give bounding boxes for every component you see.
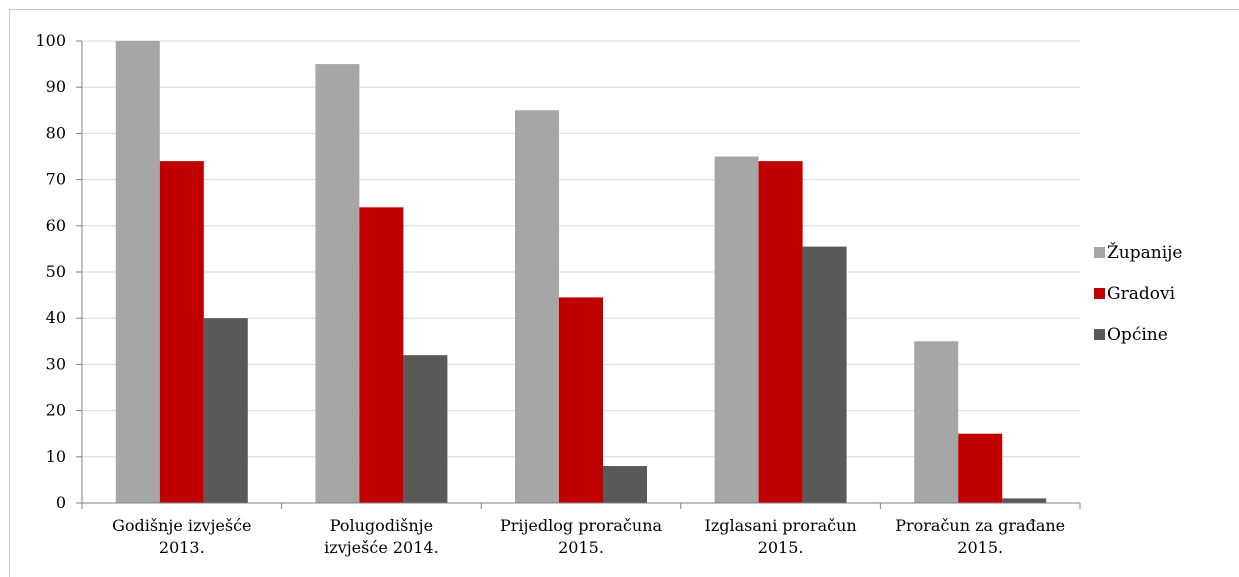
bar-opcine	[203, 318, 248, 503]
y-tick-label: 30	[46, 354, 66, 373]
legend-label: Općine	[1107, 325, 1168, 345]
legend: Županije Gradovi Općine	[1094, 242, 1183, 345]
y-axis-ticks: 0 10 20 30 40 50 60 70 80 90 100	[35, 31, 82, 512]
x-category-label: Izglasani proračun	[705, 516, 857, 535]
legend-swatch	[1094, 288, 1105, 299]
y-tick-label: 90	[46, 77, 66, 96]
x-category-label: Proračun za građane	[895, 516, 1065, 535]
bar-opcine	[603, 466, 647, 503]
y-tick-label: 50	[46, 262, 66, 281]
x-category-label: izvješće 2014.	[324, 538, 439, 557]
bar-gradovi	[359, 207, 404, 503]
bar-opcine	[1002, 498, 1047, 503]
x-axis-categories: Godišnje izvješće 2013. Polugodišnje izvješ…	[112, 516, 1065, 557]
y-tick-label: 40	[46, 308, 66, 327]
x-category-label: Prijedlog proračuna	[500, 516, 663, 535]
bar-zupanije	[315, 64, 360, 503]
bar-zupanije	[714, 156, 759, 503]
y-tick-label: 80	[46, 123, 66, 142]
y-tick-label: 60	[46, 216, 66, 235]
bar-gradovi	[958, 433, 1003, 503]
legend-swatch	[1094, 247, 1105, 258]
x-category-label: 2013.	[159, 538, 205, 557]
chart-frame	[9, 9, 1239, 577]
y-tick-label: 100	[35, 31, 66, 50]
legend-swatch	[1094, 329, 1105, 340]
y-tick-label: 0	[56, 493, 66, 512]
bar-gradovi	[758, 161, 803, 503]
bar-zupanije	[914, 341, 959, 503]
bar-zupanije	[115, 41, 160, 503]
bar-zupanije	[515, 110, 559, 504]
y-tick-label: 70	[46, 170, 66, 189]
bar-opcine	[403, 355, 448, 503]
bar-opcine	[802, 246, 847, 503]
y-tick-label: 20	[46, 401, 66, 420]
bar-gradovi	[559, 297, 603, 503]
x-category-label: Polugodišnje	[330, 516, 433, 535]
x-category-label: Godišnje izvješće	[112, 516, 251, 535]
x-category-label: 2015.	[558, 538, 604, 557]
legend-label: Gradovi	[1107, 284, 1176, 304]
x-category-label: 2015.	[957, 538, 1003, 557]
bars	[115, 41, 1047, 504]
bar-gradovi	[159, 161, 204, 503]
y-tick-label: 10	[46, 447, 66, 466]
x-category-label: 2015.	[758, 538, 804, 557]
legend-label: Županije	[1107, 242, 1183, 263]
